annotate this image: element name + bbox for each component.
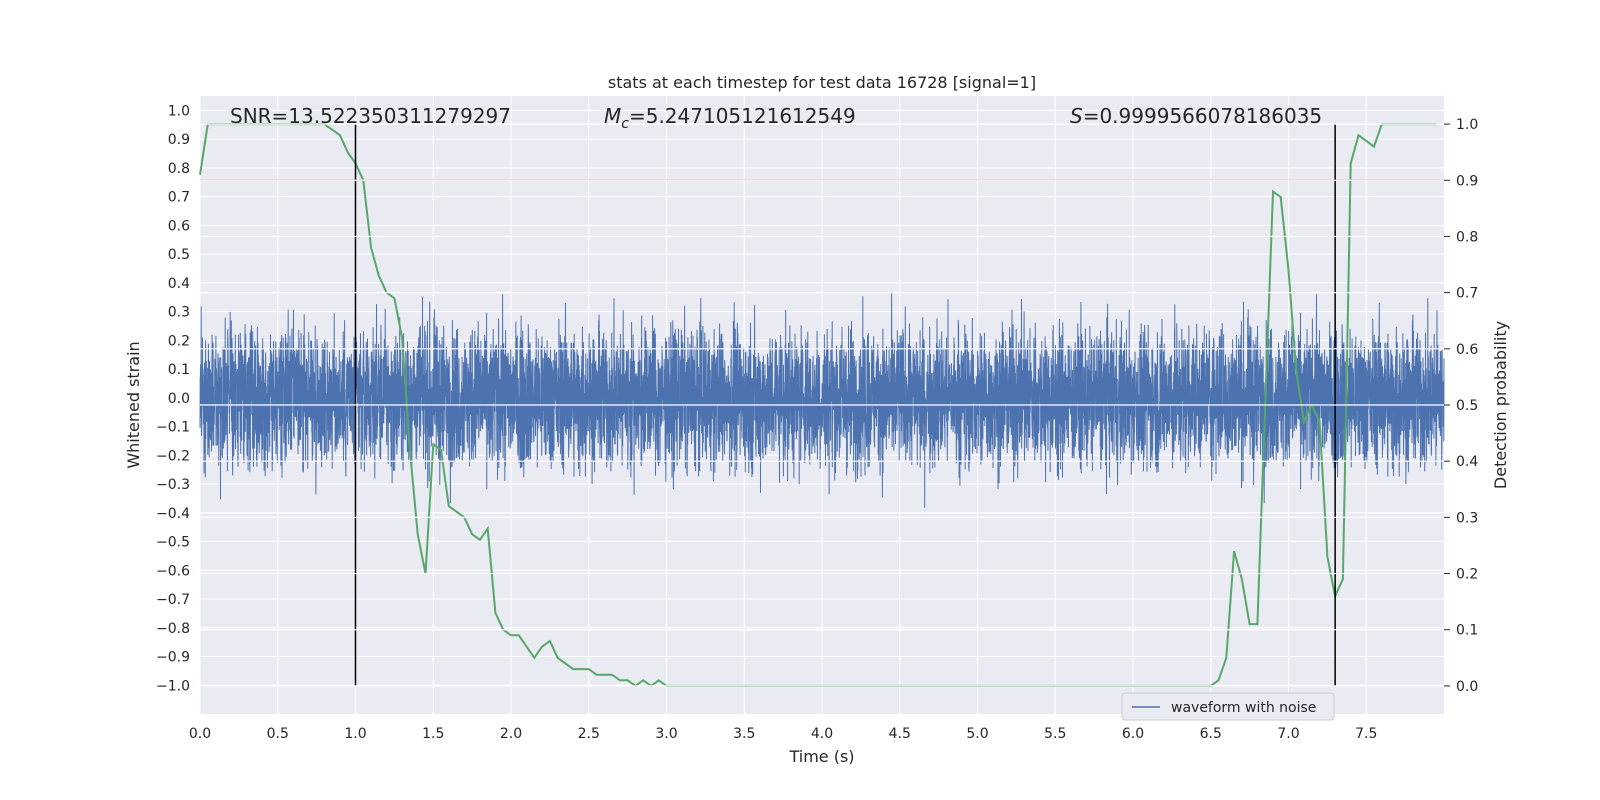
- y-tick-label: 0.5: [168, 247, 190, 263]
- y-tick-label: −0.7: [156, 592, 190, 608]
- snr-annotation: SNR=13.522350311279297: [230, 104, 511, 128]
- legend-label: waveform with noise: [1171, 700, 1316, 716]
- x-tick-label: 0.5: [267, 726, 289, 742]
- x-tick-label: 1.0: [344, 726, 366, 742]
- x-tick-label: 5.5: [1044, 726, 1066, 742]
- legend: waveform with noise: [1121, 692, 1335, 721]
- x-tick-label: 5.0: [966, 726, 988, 742]
- mc-value: =5.247105121612549: [629, 104, 856, 128]
- x-tick-label: 4.5: [889, 726, 911, 742]
- y-tick-label: 0.8: [168, 161, 190, 177]
- y-ticks: −1.0 −0.9 −0.8 −0.7 −0.6 −0.5 −0.4 −0.3 −0.2 −0.1…: [156, 103, 190, 694]
- x-tick-label: 7.0: [1277, 726, 1299, 742]
- y-tick-label: −1.0: [156, 678, 190, 694]
- y2-tick-label: 0.4: [1456, 454, 1478, 470]
- y2-tick-label: 0.1: [1456, 623, 1478, 639]
- x-tick-label: 2.5: [578, 726, 600, 742]
- y-tick-label: 0.1: [168, 362, 190, 378]
- y-tick-label: −0.6: [156, 563, 190, 579]
- mc-symbol: M: [604, 104, 621, 128]
- x-tick-label: 6.5: [1200, 726, 1222, 742]
- x-tick-label: 3.0: [655, 726, 677, 742]
- y2-tick-label: 0.7: [1456, 286, 1478, 302]
- y-tick-label: 0.0: [168, 391, 190, 407]
- y2-tick-label: 0.9: [1456, 173, 1478, 189]
- y-tick-label: −0.8: [156, 621, 190, 637]
- y2-tick-label: 0.2: [1456, 567, 1478, 583]
- y-tick-label: 0.9: [168, 132, 190, 148]
- y2-tick-label: 0.8: [1456, 229, 1478, 245]
- y2-tick-label: 0.5: [1456, 398, 1478, 414]
- x-tick-label: 1.5: [422, 726, 444, 742]
- score-annotation: S=0.9999566078186035: [1070, 104, 1322, 128]
- x-tick-label: 4.0: [811, 726, 833, 742]
- y-tick-label: −0.9: [156, 650, 190, 666]
- y-tick-label: −0.3: [156, 477, 190, 493]
- y-tick-label: −0.5: [156, 535, 190, 551]
- mc-subscript: c: [621, 116, 629, 132]
- y-tick-label: 1.0: [168, 103, 190, 119]
- x-axis-label: Time (s): [788, 747, 854, 766]
- y-axis-label: Whitened strain: [124, 341, 143, 468]
- y-tick-label: −0.2: [156, 448, 190, 464]
- y-tick-label: 0.2: [168, 333, 190, 349]
- x-tick-label: 2.0: [500, 726, 522, 742]
- chart-title: stats at each timestep for test data 167…: [608, 73, 1036, 92]
- y-tick-label: 0.4: [168, 276, 190, 292]
- y-tick-label: 0.7: [168, 190, 190, 206]
- x-tick-label: 7.5: [1355, 726, 1377, 742]
- y-tick-label: −0.4: [156, 506, 190, 522]
- y2-ticks: 0.0 0.1 0.2 0.3 0.4 0.5 0.6 0.7 0.8 0.9 1.0: [1444, 117, 1478, 695]
- x-ticks: 0.0 0.5 1.0 1.5 2.0 2.5 3.0 3.5 4.0 4.5 5.0 5.5 6.0 6…: [189, 726, 1378, 742]
- y-tick-label: 0.3: [168, 305, 190, 321]
- s-value: =0.9999566078186035: [1083, 104, 1322, 128]
- y2-tick-label: 0.0: [1456, 679, 1478, 695]
- y2-axis-label: Detection probability: [1491, 321, 1510, 489]
- s-symbol: S: [1070, 104, 1083, 128]
- y2-tick-label: 1.0: [1456, 117, 1478, 133]
- y2-tick-label: 0.6: [1456, 342, 1478, 358]
- y-tick-label: −0.1: [156, 420, 190, 436]
- y-tick-label: 0.6: [168, 218, 190, 234]
- x-tick-label: 3.5: [733, 726, 755, 742]
- x-tick-label: 6.0: [1122, 726, 1144, 742]
- chirp-mass-annotation: Mc=5.247105121612549: [604, 104, 856, 132]
- legend-box: [1121, 692, 1335, 721]
- y2-tick-label: 0.3: [1456, 510, 1478, 526]
- x-tick-label: 0.0: [189, 726, 211, 742]
- right-axis-grid: [200, 123, 1444, 687]
